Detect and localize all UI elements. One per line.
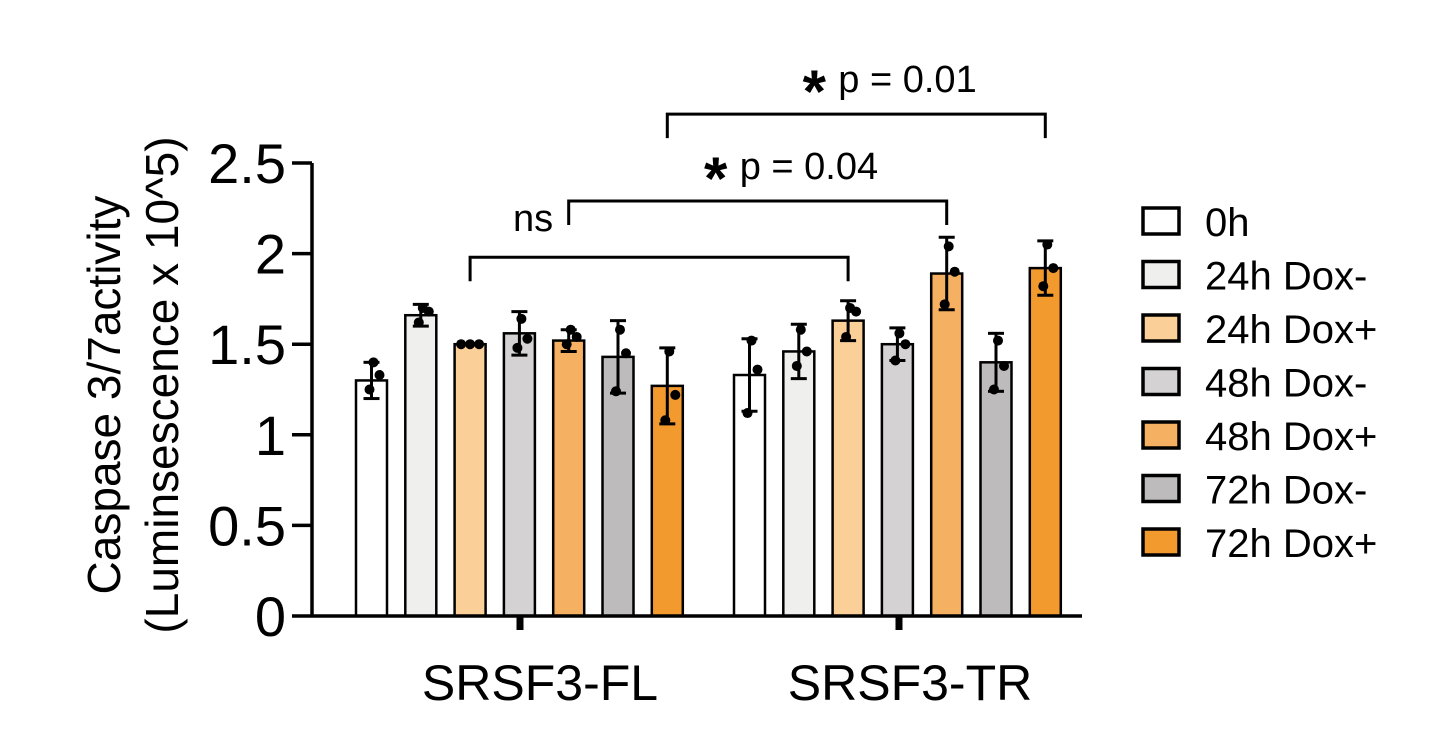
legend-label: 24h Dox- (1205, 255, 1367, 299)
legend-swatch (1141, 527, 1181, 557)
legend-swatch (1141, 473, 1181, 504)
data-point (1042, 239, 1053, 250)
p-value-label: p = 0.04 (740, 146, 878, 188)
bar (929, 272, 964, 618)
legend-label: 72h Dox+ (1205, 522, 1377, 566)
data-point (664, 346, 675, 357)
data-point (413, 317, 424, 328)
data-point (516, 313, 527, 324)
data-point (571, 331, 582, 342)
data-point (417, 302, 428, 313)
legend-swatch (1141, 313, 1181, 343)
data-point (841, 331, 852, 342)
data-point (752, 364, 763, 375)
axes-layer: 0 0.5 1 1.5 2 2.5 SRSF3-FL SRSF3-TR (208, 132, 1082, 711)
legend: 0h 24h Dox- 24h Dox+ 48h Dox- 48h Dox+ 72h Do… (1141, 201, 1377, 566)
data-point (522, 333, 533, 344)
bar (601, 355, 635, 618)
x-category-label: SRSF3-FL (422, 655, 658, 711)
data-point (611, 386, 621, 397)
legend-swatch (1141, 366, 1181, 397)
data-point (512, 342, 523, 353)
data-point (989, 384, 999, 395)
bar (1028, 266, 1063, 618)
legend-label: 24h Dox+ (1205, 308, 1377, 352)
x-category-label: SRSF3-TR (788, 655, 1032, 711)
data-point (746, 335, 757, 346)
y-tick-label: 2.5 (208, 132, 286, 195)
y-tick-label: 0 (255, 585, 286, 648)
data-point (1048, 263, 1059, 274)
bar (502, 332, 537, 618)
bar (979, 361, 1013, 618)
data-point (894, 328, 905, 339)
bar (880, 342, 915, 618)
significance-star: * (803, 58, 827, 125)
annotations-layer: ns * p = 0.04 * p = 0.01 (468, 58, 1047, 282)
data-point (943, 241, 954, 252)
data-point (565, 324, 576, 335)
data-point (993, 335, 1003, 346)
data-point (474, 339, 485, 350)
data-point (465, 339, 476, 350)
y-tick-label: 1 (255, 404, 286, 467)
significance-bracket (567, 199, 949, 226)
data-point (742, 408, 753, 419)
y-tick-label: 0.5 (208, 494, 286, 557)
y-axis-title-line2: (Luminsescence x 10^5) (136, 136, 188, 633)
bar (831, 319, 865, 618)
bar (354, 379, 389, 618)
data-point (364, 384, 375, 395)
legend-label: 48h Dox- (1205, 362, 1367, 406)
data-point (999, 360, 1009, 371)
data-point (368, 357, 379, 368)
data-point (791, 360, 802, 371)
bar (404, 313, 438, 618)
data-point (561, 339, 572, 350)
data-point (900, 339, 911, 350)
bar (453, 342, 487, 618)
data-point (1038, 281, 1049, 292)
data-point (660, 415, 671, 426)
data-point (621, 348, 631, 359)
legend-swatch (1141, 259, 1181, 290)
legend-label: 72h Dox- (1205, 469, 1367, 513)
ns-label: ns (513, 198, 553, 240)
legend-label: 0h (1205, 201, 1250, 245)
data-point (670, 389, 681, 400)
data-point (615, 324, 625, 335)
data-point (845, 302, 856, 313)
y-axis-title-line1: Caspase 3/7activity (78, 196, 130, 595)
data-point (795, 324, 806, 335)
data-point (890, 355, 901, 366)
legend-label: 48h Dox+ (1205, 415, 1377, 459)
significance-bracket (665, 112, 1047, 139)
y-tick-label: 1.5 (208, 313, 286, 376)
bar (551, 339, 586, 618)
y-tick-label: 2 (255, 223, 286, 286)
significance-star: * (704, 145, 728, 212)
legend-swatch (1141, 206, 1181, 236)
bar (782, 350, 816, 618)
data-point (801, 346, 812, 357)
data-point (939, 299, 950, 310)
p-value-label: p = 0.01 (838, 59, 976, 101)
bars-layer (354, 235, 1063, 618)
data-point (456, 339, 467, 350)
significance-bracket (468, 255, 850, 282)
legend-swatch (1141, 420, 1181, 450)
data-point (374, 370, 385, 381)
data-point (949, 266, 960, 277)
y-axis-title: Caspase 3/7activity (Luminsescence x 10^… (78, 136, 188, 633)
